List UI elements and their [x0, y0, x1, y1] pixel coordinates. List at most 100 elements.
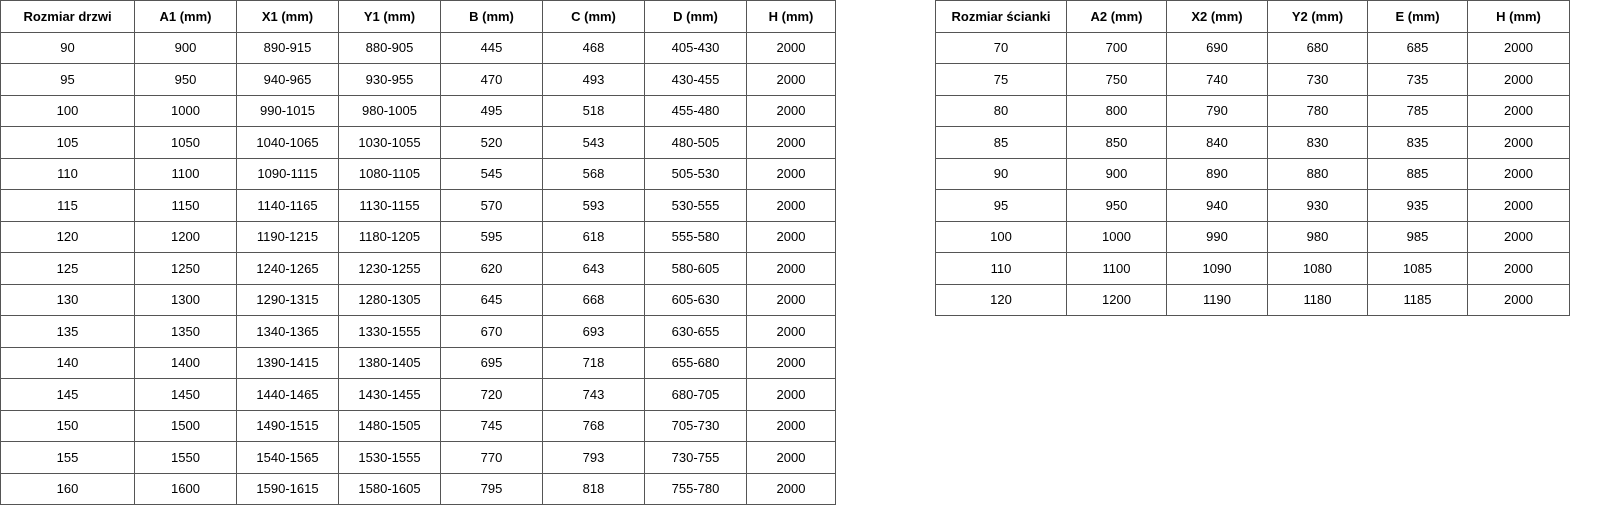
- table-cell: 795: [440, 472, 543, 505]
- table-cell: 1300: [134, 283, 237, 316]
- table-cell: 1085: [1367, 252, 1468, 285]
- table-row: 115 1150 1140-1165 1130-1155 570 593 530-555 20…: [0, 189, 836, 222]
- table-cell: 445: [440, 31, 543, 64]
- table-cell: 1200: [1066, 283, 1167, 316]
- table-cell: 593: [542, 189, 645, 222]
- table-cell: 75: [935, 63, 1067, 96]
- table-cell: 1450: [134, 378, 237, 411]
- table-cell: 105: [0, 126, 135, 159]
- table-cell: 1180: [1267, 283, 1368, 316]
- table-cell: 620: [440, 252, 543, 285]
- table-cell: 900: [1066, 157, 1167, 190]
- table-cell: 2000: [746, 63, 836, 96]
- table-cell: 1100: [1066, 252, 1167, 285]
- table-row: 90 900 890 880 885 2000: [935, 157, 1570, 190]
- table-cell: 100: [935, 220, 1067, 253]
- table-cell: 110: [0, 157, 135, 190]
- table-cell: 495: [440, 94, 543, 127]
- table-cell: 1080: [1267, 252, 1368, 285]
- table-cell: 745: [440, 409, 543, 442]
- table-cell: 940: [1166, 189, 1268, 222]
- table-cell: 670: [440, 315, 543, 348]
- table-cell: 120: [935, 283, 1067, 316]
- column-header: C (mm): [542, 0, 645, 33]
- table-cell: 1600: [134, 472, 237, 505]
- table-cell: 530-555: [644, 189, 747, 222]
- table-cell: 470: [440, 63, 543, 96]
- table-cell: 885: [1367, 157, 1468, 190]
- table-cell: 1250: [134, 252, 237, 285]
- table-cell: 1350: [134, 315, 237, 348]
- table-cell: 990-1015: [236, 94, 339, 127]
- table-cell: 2000: [1467, 63, 1570, 96]
- table-cell: 750: [1066, 63, 1167, 96]
- table-cell: 1400: [134, 346, 237, 379]
- table-row: 145 1450 1440-1465 1430-1455 720 743 680-705 20…: [0, 378, 836, 411]
- table-cell: 70: [935, 31, 1067, 64]
- table-cell: 980-1005: [338, 94, 441, 127]
- table-cell: 2000: [746, 252, 836, 285]
- table-cell: 618: [542, 220, 645, 253]
- table-cell: 2000: [746, 472, 836, 505]
- column-header: Rozmiar ścianki: [935, 0, 1067, 33]
- table-cell: 90: [935, 157, 1067, 190]
- column-header: D (mm): [644, 0, 747, 33]
- table-cell: 890: [1166, 157, 1268, 190]
- table-row: 75 750 740 730 735 2000: [935, 63, 1570, 96]
- table-cell: 785: [1367, 94, 1468, 127]
- table-cell: 793: [542, 441, 645, 474]
- table-cell: 120: [0, 220, 135, 253]
- table-cell: 730-755: [644, 441, 747, 474]
- table-cell: 930-955: [338, 63, 441, 96]
- table-cell: 1290-1315: [236, 283, 339, 316]
- table-cell: 1185: [1367, 283, 1468, 316]
- table-cell: 480-505: [644, 126, 747, 159]
- table-cell: 655-680: [644, 346, 747, 379]
- table-cell: 2000: [746, 378, 836, 411]
- table-cell: 110: [935, 252, 1067, 285]
- table-cell: 545: [440, 157, 543, 190]
- table-cell: 1090: [1166, 252, 1268, 285]
- table-cell: 518: [542, 94, 645, 127]
- table-row: 100 1000 990 980 985 2000: [935, 220, 1570, 253]
- table-cell: 1150: [134, 189, 237, 222]
- table-cell: 2000: [1467, 157, 1570, 190]
- table-cell: 493: [542, 63, 645, 96]
- table-cell: 2000: [1467, 220, 1570, 253]
- table-cell: 693: [542, 315, 645, 348]
- table-cell: 505-530: [644, 157, 747, 190]
- table-cell: 790: [1166, 94, 1268, 127]
- table-cell: 1050: [134, 126, 237, 159]
- table-cell: 2000: [746, 346, 836, 379]
- table-cell: 840: [1166, 126, 1268, 159]
- table-cell: 570: [440, 189, 543, 222]
- door-size-table: Rozmiar drzwi A1 (mm) X1 (mm) Y1 (mm) B (mm)…: [0, 0, 836, 505]
- table-cell: 1550: [134, 441, 237, 474]
- table-cell: 2000: [746, 220, 836, 253]
- table-cell: 2000: [746, 126, 836, 159]
- table-row: 90 900 890-915 880-905 445 468 405-430 2000: [0, 31, 836, 64]
- table-cell: 718: [542, 346, 645, 379]
- table-cell: 1030-1055: [338, 126, 441, 159]
- table-cell: 130: [0, 283, 135, 316]
- table-cell: 850: [1066, 126, 1167, 159]
- table-cell: 1330-1555: [338, 315, 441, 348]
- table-cell: 1130-1155: [338, 189, 441, 222]
- table-cell: 1390-1415: [236, 346, 339, 379]
- table-cell: 2000: [1467, 126, 1570, 159]
- column-header: Y1 (mm): [338, 0, 441, 33]
- table-cell: 2000: [746, 189, 836, 222]
- table-cell: 2000: [1467, 283, 1570, 316]
- table-cell: 680-705: [644, 378, 747, 411]
- table-cell: 115: [0, 189, 135, 222]
- table-cell: 730: [1267, 63, 1368, 96]
- table-cell: 980: [1267, 220, 1368, 253]
- table-cell: 1540-1565: [236, 441, 339, 474]
- table-cell: 930: [1267, 189, 1368, 222]
- table-cell: 890-915: [236, 31, 339, 64]
- table-cell: 555-580: [644, 220, 747, 253]
- table-cell: 140: [0, 346, 135, 379]
- table-cell: 630-655: [644, 315, 747, 348]
- table-cell: 690: [1166, 31, 1268, 64]
- table-cell: 95: [935, 189, 1067, 222]
